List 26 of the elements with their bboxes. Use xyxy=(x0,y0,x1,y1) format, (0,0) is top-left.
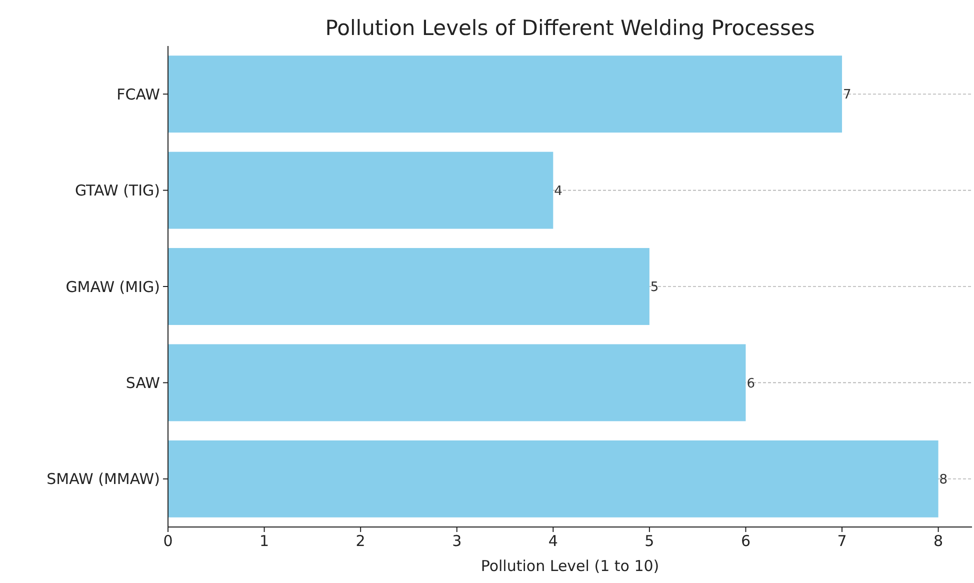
bar xyxy=(168,440,938,518)
y-tick-label: GTAW (TIG) xyxy=(74,182,160,200)
bar xyxy=(168,56,842,133)
x-tick-label: 8 xyxy=(934,532,944,550)
y-tick-label: SAW xyxy=(126,374,160,392)
x-tick-label: 7 xyxy=(837,532,847,550)
bar xyxy=(168,344,746,422)
x-tick-label: 5 xyxy=(644,532,654,550)
chart-title: Pollution Levels of Different Welding Processes xyxy=(325,16,815,40)
data-label: 8 xyxy=(939,472,948,488)
x-tick-label: 0 xyxy=(163,532,173,550)
y-tick-label: SMAW (MMAW) xyxy=(46,470,160,488)
y-tick-label: FCAW xyxy=(116,85,160,104)
data-label: 6 xyxy=(746,376,756,392)
x-tick-label: 6 xyxy=(740,532,750,550)
x-tick-label: 2 xyxy=(356,532,366,550)
x-tick-label: 1 xyxy=(260,532,270,550)
x-tick-label: 4 xyxy=(548,532,558,550)
y-tick-label: GMAW (MIG) xyxy=(66,278,160,296)
x-tick-label: 3 xyxy=(452,532,462,550)
bar xyxy=(168,152,554,229)
bar xyxy=(168,248,650,325)
data-label: 7 xyxy=(843,88,852,103)
x-axis-title: Pollution Level (1 to 10) xyxy=(480,557,660,575)
data-label: 5 xyxy=(650,280,659,296)
data-label: 4 xyxy=(554,184,562,199)
